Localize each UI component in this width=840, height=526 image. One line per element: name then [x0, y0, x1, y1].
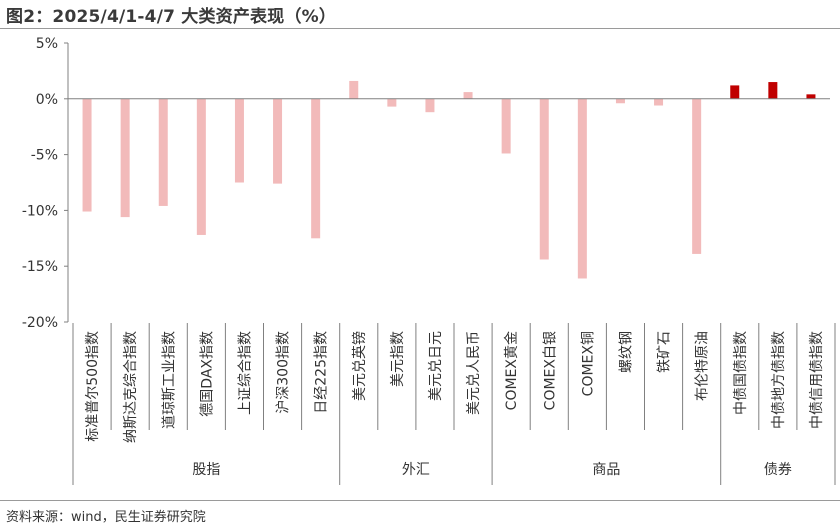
chart-title: 图2：2025/4/1-4/7 大类资产表现（%）	[6, 7, 337, 27]
x-axis: 标准普尔500指数 纳斯达克综合指数 道琼斯工业指数 德国DAX指数 上证综合指数 沪深3…	[68, 98, 836, 485]
y-tick-label: 0%	[36, 92, 58, 108]
bar-13	[577, 98, 587, 279]
bar-19	[806, 94, 816, 99]
bar-7	[349, 80, 359, 99]
bar-8	[387, 98, 397, 107]
x-group-label: 外汇	[402, 462, 430, 478]
y-tick-label: -20%	[22, 315, 58, 331]
bar-2	[158, 98, 168, 206]
x-category-label: 美元兑英镑	[351, 331, 368, 401]
x-category-label: COMEX黄金	[503, 331, 520, 410]
y-axis: 5% 0% -5% -10% -15% -20%	[22, 36, 69, 331]
bar-6	[311, 98, 321, 239]
x-group-label: 股指	[192, 462, 220, 478]
bar-10	[463, 92, 473, 99]
bars	[82, 80, 816, 279]
x-category-label: 布伦特原油	[695, 331, 711, 401]
bar-18	[768, 82, 778, 99]
bar-4	[234, 98, 244, 183]
x-category-label: COMEX铜	[580, 331, 596, 396]
bar-17	[730, 85, 740, 99]
title-divider	[0, 28, 840, 29]
y-tick-label: -5%	[31, 148, 58, 164]
x-category-label: 中债信用债指数	[809, 331, 825, 429]
x-category-label: 标准普尔500指数	[85, 331, 101, 442]
x-category-label: 螺纹钢	[618, 331, 634, 373]
bar-16	[692, 98, 702, 254]
bar-11	[501, 98, 511, 154]
bar-chart: 5% 0% -5% -10% -15% -20% 标准普尔500指数 纳斯达克综合指数 道琼斯…	[22, 36, 836, 485]
x-category-label: 德国DAX指数	[199, 331, 215, 417]
x-category-label: 日经225指数	[314, 331, 330, 414]
x-group-label: 商品	[592, 462, 620, 478]
y-tick-label: 5%	[36, 36, 58, 52]
x-category-label: 美元兑日元	[428, 331, 444, 401]
x-category-label: 铁矿石	[657, 331, 673, 373]
bar-14	[615, 98, 625, 104]
bar-1	[120, 98, 130, 218]
x-category-label: 美元指数	[390, 331, 406, 387]
x-category-label: 中债地方债指数	[771, 331, 787, 429]
x-category-label: 上证综合指数	[237, 331, 253, 415]
source-note: 资料来源：wind，民生证券研究院	[6, 510, 206, 525]
x-category-label: 道琼斯工业指数	[161, 331, 177, 429]
x-category-label: 纳斯达克综合指数	[123, 331, 139, 443]
x-category-label: COMEX白银	[542, 331, 558, 410]
x-category-label: 中债国债指数	[733, 331, 749, 415]
x-category-label: 沪深300指数	[276, 331, 292, 414]
bar-0	[82, 98, 92, 212]
footer-divider	[0, 500, 840, 501]
bar-9	[425, 98, 435, 113]
x-group-label: 债券	[764, 462, 792, 478]
y-tick-label: -15%	[22, 259, 58, 275]
y-tick-label: -10%	[22, 203, 58, 219]
bar-5	[273, 98, 283, 184]
bar-15	[654, 98, 664, 106]
bar-12	[539, 98, 549, 260]
x-category-label: 美元兑人民币	[466, 331, 482, 415]
bar-3	[196, 98, 206, 235]
